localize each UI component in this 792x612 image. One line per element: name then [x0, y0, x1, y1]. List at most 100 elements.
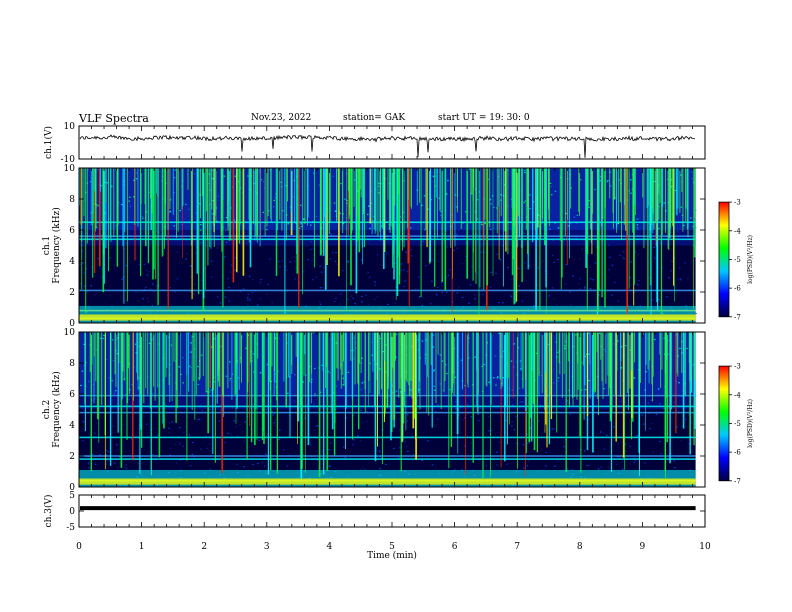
spec1-speckle	[242, 288, 245, 290]
spec1-speckle	[318, 301, 321, 303]
spec1-speckle	[321, 255, 324, 257]
spec2-colorbar-label: log(PSD)(V²/Hz)	[747, 399, 754, 448]
spec2-speckle	[660, 453, 662, 455]
spec1-speckle	[480, 288, 483, 290]
spec1-colorbar-tick-label: -5	[734, 256, 741, 264]
spec1-speckle	[164, 249, 167, 251]
spec1-speckle	[247, 297, 249, 299]
spec1-speckle	[622, 251, 625, 253]
spec1-speckle	[443, 234, 445, 236]
spec1-speckle	[90, 266, 92, 268]
spec2-speckle	[454, 376, 457, 378]
spec1-speckle	[104, 213, 106, 215]
spec1-band	[79, 289, 696, 292]
spec2-speckle	[243, 466, 245, 468]
spec1-speckle	[158, 231, 160, 233]
spec1-speckle	[266, 293, 268, 295]
spec2-speckle	[516, 361, 518, 363]
spec1-speckle	[347, 298, 349, 300]
spec2-speckle	[580, 389, 583, 391]
spec1-speckle	[339, 212, 341, 214]
spec1-speckle	[550, 186, 552, 188]
spec2-speckle	[139, 424, 142, 426]
spec2-speckle	[462, 419, 464, 421]
spec1-speckle	[451, 301, 454, 303]
spec1-speckle	[193, 173, 196, 175]
spec1-speckle	[135, 178, 138, 180]
spec1-speckle	[552, 287, 554, 289]
spec1-ytick-label: 8	[69, 195, 75, 205]
spec2-speckle	[94, 463, 97, 465]
spec2-speckle	[435, 411, 437, 413]
spec1-speckle	[663, 202, 665, 204]
spec1-speckle	[251, 291, 254, 294]
ch1-frame	[78, 125, 706, 160]
spec2-speckle	[201, 409, 203, 412]
spec1-speckle	[205, 245, 208, 247]
spec1-speckle	[447, 180, 449, 182]
spec2-speckle	[286, 465, 289, 467]
spec2-speckle	[547, 343, 550, 345]
spec2-speckle	[677, 410, 680, 412]
spec1-speckle	[684, 262, 686, 264]
spec2-speckle	[539, 397, 542, 399]
spec2-speckle	[152, 337, 154, 339]
spec1-speckle	[210, 260, 213, 262]
spec1-speckle	[421, 204, 423, 206]
spec2-speckle	[556, 351, 559, 353]
spec1-speckle	[405, 251, 407, 253]
spec1-speckle	[186, 252, 188, 255]
spec2-speckle	[316, 398, 318, 400]
spec1-ylabel-line2: Frequency (kHz)	[51, 207, 62, 284]
spec1-speckle	[229, 271, 232, 273]
spec1-speckle	[469, 168, 471, 170]
spec2-speckle	[496, 451, 498, 453]
spec1-speckle	[441, 291, 444, 294]
spec2-speckle	[265, 409, 267, 411]
spec2-speckle	[185, 425, 187, 427]
spec1-speckle	[333, 300, 336, 302]
spec1-speckle	[636, 224, 639, 226]
spec1-speckle	[658, 299, 660, 301]
spec1-speckle	[471, 265, 473, 268]
spec2-speckle	[145, 423, 148, 425]
spec2-speckle	[538, 420, 540, 422]
spec1-speckle	[273, 199, 275, 201]
spec2-speckle	[625, 451, 627, 453]
spec1-speckle	[279, 266, 281, 268]
spec1-speckle	[438, 197, 440, 199]
spec1-speckle	[247, 175, 249, 177]
spec1-speckle	[223, 175, 226, 177]
spec1-speckle	[651, 223, 653, 225]
spec1-speckle	[543, 233, 545, 235]
spec1-speckle	[337, 263, 339, 265]
spec2-speckle	[441, 360, 444, 362]
spec2-speckle	[627, 399, 629, 401]
spec1-speckle	[248, 275, 251, 277]
spec2-speckle	[545, 451, 548, 454]
spec2-speckle	[513, 366, 515, 368]
spec2-speckle	[80, 384, 82, 387]
spec1-speckle	[176, 251, 178, 253]
spec1-speckle	[380, 225, 383, 227]
spec2-speckle	[600, 431, 602, 433]
spec2-speckle	[125, 467, 128, 469]
spec1-speckle	[666, 296, 668, 298]
spec1-speckle	[230, 239, 233, 241]
spec2-speckle	[105, 359, 108, 361]
spec2-speckle	[523, 467, 525, 469]
spec2-speckle	[225, 375, 228, 377]
spec2-speckle	[406, 420, 409, 422]
spec1-speckle	[594, 262, 597, 264]
spec1-speckle	[424, 229, 426, 231]
spec1-speckle	[85, 268, 87, 270]
spec1-speckle	[273, 206, 275, 208]
spec1-speckle	[330, 234, 332, 236]
spec1-speckle	[224, 296, 227, 298]
spec2-speckle	[119, 334, 121, 336]
spec2-speckle	[302, 453, 305, 456]
spec2-speckle	[353, 337, 355, 339]
spec1-speckle	[176, 241, 178, 243]
spec1-speckle	[110, 247, 113, 249]
spec2-speckle	[674, 467, 676, 469]
